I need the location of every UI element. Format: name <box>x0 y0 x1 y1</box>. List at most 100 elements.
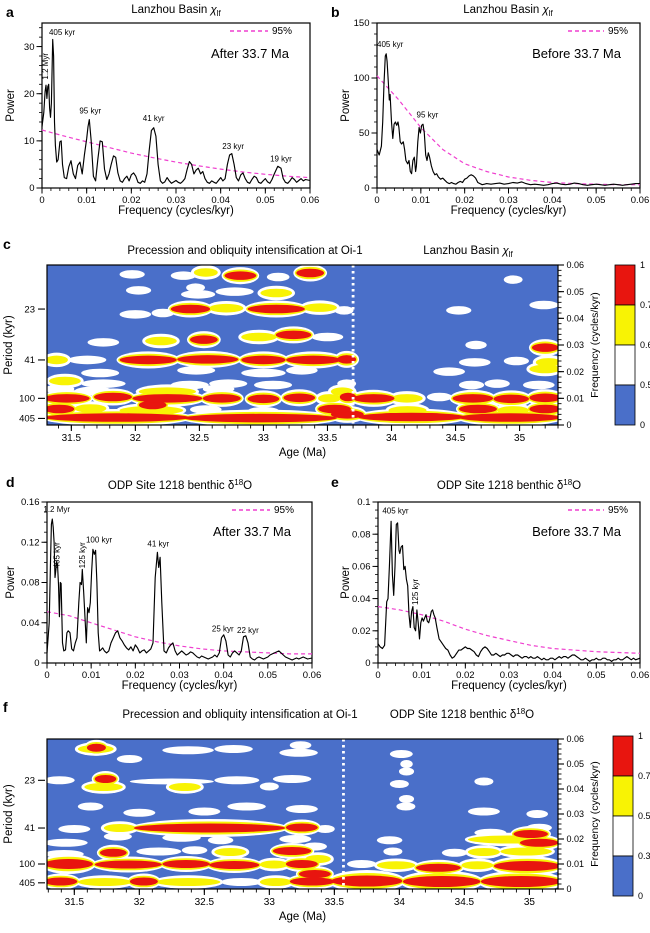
x-tick-label: 0.06 <box>631 195 650 206</box>
legend-95-label: 95% <box>608 505 628 516</box>
legend-95-label: 95% <box>274 505 294 516</box>
age-tick-label: 31.5 <box>62 433 82 444</box>
power-spectrum-line <box>41 38 311 184</box>
x-tick-label: 0.02 <box>455 195 474 206</box>
x-tick-label: 0.06 <box>631 670 650 681</box>
peak-annotation: 41 kyr <box>143 114 165 123</box>
x-tick-label: 0 <box>374 195 379 206</box>
x-tick-label: 0.02 <box>122 195 141 206</box>
peak-annotation: 405 kyr <box>382 506 409 515</box>
period-axis-title: Period (kyr) <box>3 315 15 375</box>
y-axis-title: Power <box>5 566 17 599</box>
peak-annotation: 95 kyr <box>79 107 101 116</box>
frequency-axis-title: Frequency (cycles/kyr) <box>589 292 601 398</box>
panel-f-label: f <box>3 699 8 715</box>
colorbar-segment <box>612 775 634 817</box>
panel-f-plot: 31.5 32 32.5 33 33.5 34 34.5 35 23 41 100 405 0 0.01 0… <box>3 707 650 923</box>
age-tick-label: 35 <box>514 433 526 444</box>
panel-d-title: ODP Site 1218 benthic δ18O <box>108 478 252 492</box>
y-tick-label: 0.04 <box>21 618 40 629</box>
interval-note: After 33.7 Ma <box>213 524 292 539</box>
age-tick-label: 33 <box>264 897 276 908</box>
peak-annotation: 1.2 Myr <box>41 53 50 80</box>
panel-b-plot: 0 0.01 0.02 0.03 0.04 0.05 0.06 0 50 100 150 95% Bef… <box>340 4 649 217</box>
x-tick-label: 0.03 <box>500 670 519 681</box>
age-tick-label: 34 <box>394 897 406 908</box>
x-tick-label: 0.01 <box>412 195 431 206</box>
frequency-tick-label: 0 <box>567 420 572 430</box>
y-axis-title: Power <box>5 89 17 122</box>
colorbar-segment <box>614 384 636 426</box>
frequency-tick-label: 0.02 <box>567 834 585 844</box>
y-tick-label: 30 <box>24 42 35 53</box>
panel-a-label: a <box>6 4 14 20</box>
y-tick-label: 20 <box>24 89 35 100</box>
frequency-tick-label: 0.05 <box>567 287 585 297</box>
panel-f-title-right: ODP Site 1218 benthic δ18O <box>390 707 534 721</box>
interval-note: Before 33.7 Ma <box>532 524 622 539</box>
age-tick-label: 34.5 <box>455 897 475 908</box>
legend-95-label: 95% <box>272 26 292 37</box>
panel-c-plot: 31.5 32 32.5 33 33.5 34 34.5 35 23 41 100 405 0 0.01 0… <box>3 245 650 459</box>
period-tick-label: 405 <box>19 414 35 425</box>
peak-annotation: 125 kyr <box>78 542 87 569</box>
x-tick-label: 0.05 <box>587 195 606 206</box>
panel-d-label: d <box>6 474 15 490</box>
colorbar-label: 0.5 <box>638 811 650 821</box>
power-spectrum-line <box>376 53 640 186</box>
period-tick-label: 100 <box>19 394 35 405</box>
panel-a-plot: 0 0.01 0.02 0.03 0.04 0.05 0.06 0 10 20 30 95% After… <box>5 4 319 217</box>
frequency-tick-label: 0.01 <box>567 859 585 869</box>
frequency-tick-label: 0.03 <box>567 340 585 350</box>
y-axis-title: Power <box>340 89 352 122</box>
age-tick-label: 32 <box>134 897 146 908</box>
age-tick-label: 33.5 <box>325 897 345 908</box>
colorbar-label: 1 <box>638 731 643 741</box>
colorbar-segment <box>614 264 636 306</box>
peak-annotation: 405 kyr <box>377 40 404 49</box>
period-tick-label: 23 <box>24 304 35 315</box>
y-tick-label: 0.08 <box>352 529 371 540</box>
y-tick-label: 0.1 <box>357 497 370 508</box>
period-tick-label: 405 <box>19 878 35 889</box>
peak-annotation: 405 kyr <box>52 542 61 569</box>
x-tick-label: 0 <box>39 195 44 206</box>
age-tick-label: 32.5 <box>195 897 215 908</box>
colorbar-label: 0.7 <box>638 771 650 781</box>
frequency-tick-label: 0.03 <box>567 809 585 819</box>
x-tick-label: 0.04 <box>543 670 562 681</box>
period-tick-label: 41 <box>24 823 35 834</box>
x-tick-label: 0 <box>44 670 49 681</box>
colorbar-label: 0.5 <box>640 380 650 390</box>
y-tick-label: 0 <box>34 658 39 669</box>
frequency-tick-label: 0.02 <box>567 367 585 377</box>
interval-note: Before 33.7 Ma <box>532 46 622 61</box>
y-tick-label: 100 <box>354 73 370 84</box>
colorbar-label: 0.3 <box>638 851 650 861</box>
x-axis-title: Frequency (cycles/kyr) <box>122 680 238 692</box>
confidence-95-line <box>41 129 311 179</box>
age-tick-label: 33.5 <box>318 433 338 444</box>
y-tick-label: 0.12 <box>21 537 40 548</box>
confidence-95-line <box>377 606 641 654</box>
colorbar-segment <box>614 344 636 386</box>
colorbar-segment <box>612 855 634 897</box>
x-tick-label: 0.04 <box>543 195 562 206</box>
power-spectrum-line <box>46 518 313 661</box>
y-tick-label: 10 <box>24 136 35 147</box>
panel-f-title-left: Precession and obliquity intensification… <box>122 709 357 721</box>
period-axis-title: Period (kyr) <box>3 784 15 844</box>
colorbar-label: 0.6 <box>640 340 650 350</box>
peak-annotation: 125 kyr <box>411 578 420 605</box>
panel-e-title: ODP Site 1218 benthic δ18O <box>437 478 581 492</box>
x-tick-label: 0.03 <box>167 195 186 206</box>
frequency-tick-label: 0.06 <box>567 734 585 744</box>
y-axis-title: Power <box>340 566 352 599</box>
x-tick-label: 0 <box>375 670 380 681</box>
peak-annotation: 95 kyr <box>417 111 439 120</box>
x-axis-title: Frequency (cycles/kyr) <box>118 205 234 217</box>
frequency-tick-label: 0.04 <box>567 784 585 794</box>
x-tick-label: 0.05 <box>587 670 606 681</box>
